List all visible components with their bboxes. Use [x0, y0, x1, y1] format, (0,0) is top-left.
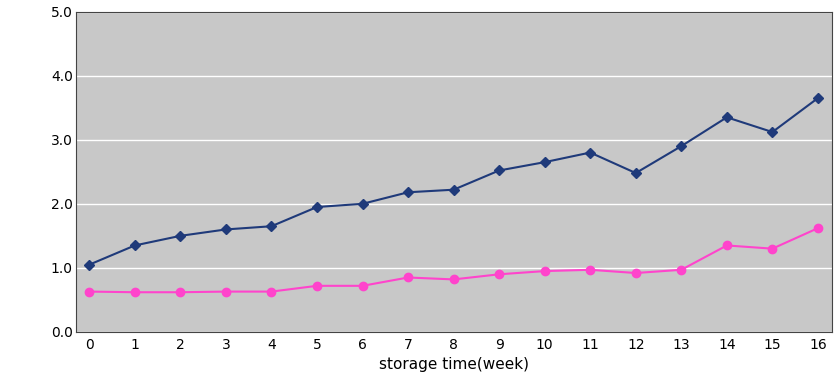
- X-axis label: storage time(week): storage time(week): [379, 357, 528, 372]
